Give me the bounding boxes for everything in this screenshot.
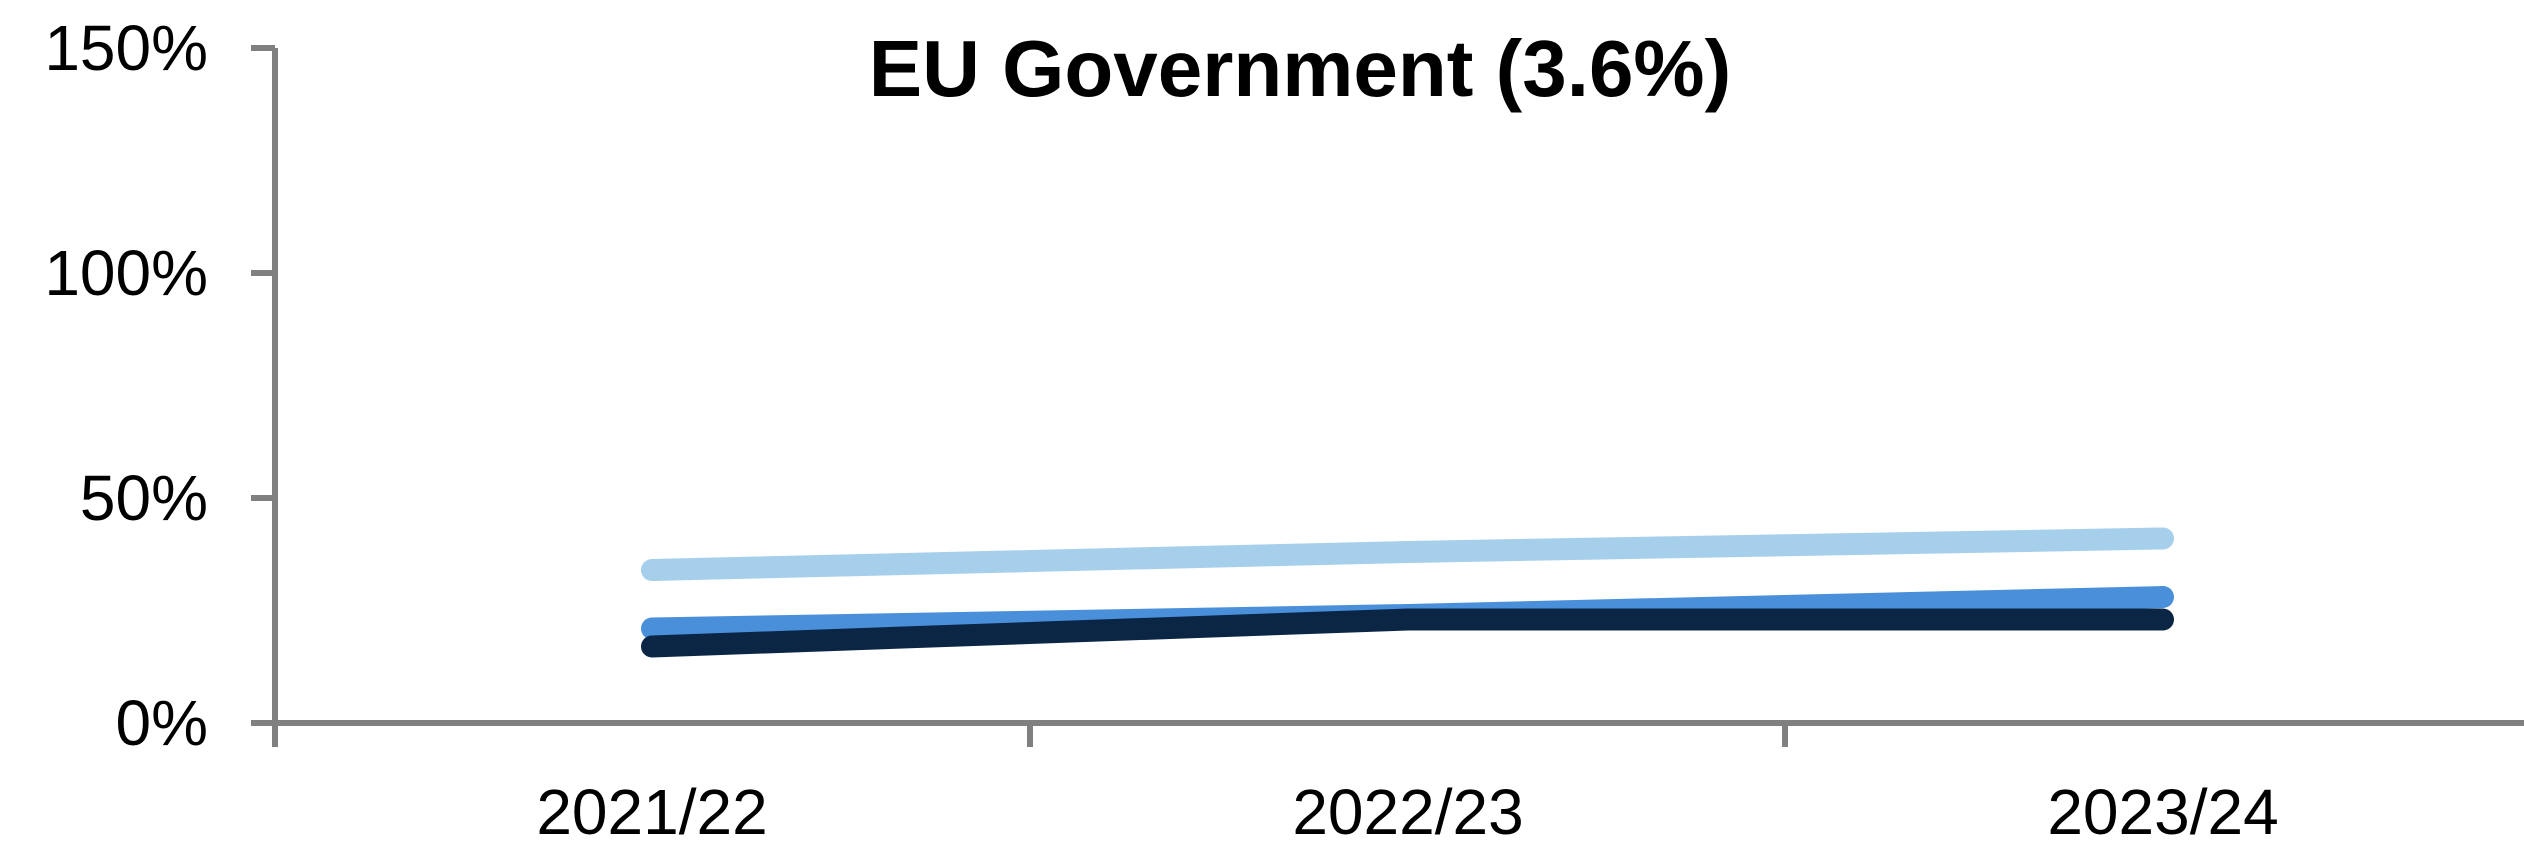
x-tick-label: 2022/23 (1292, 776, 1523, 848)
series-line-1 (641, 527, 2174, 581)
y-tick-label: 150% (44, 12, 208, 84)
series-lines (641, 527, 2174, 658)
y-tick-label: 100% (44, 237, 208, 309)
series-line-3 (641, 608, 2174, 658)
y-tick-label: 50% (80, 462, 208, 534)
x-tick-label: 2023/24 (2047, 776, 2278, 848)
x-axis-ticks: 2021/22 2022/23 2023/24 (272, 723, 2279, 848)
x-tick-label: 2021/22 (536, 776, 767, 848)
chart-title: EU Government (3.6%) (869, 24, 1731, 113)
y-axis-ticks: 0% 50% 100% 150% (44, 12, 275, 759)
y-tick-label: 0% (116, 687, 209, 759)
axes (251, 48, 2524, 747)
